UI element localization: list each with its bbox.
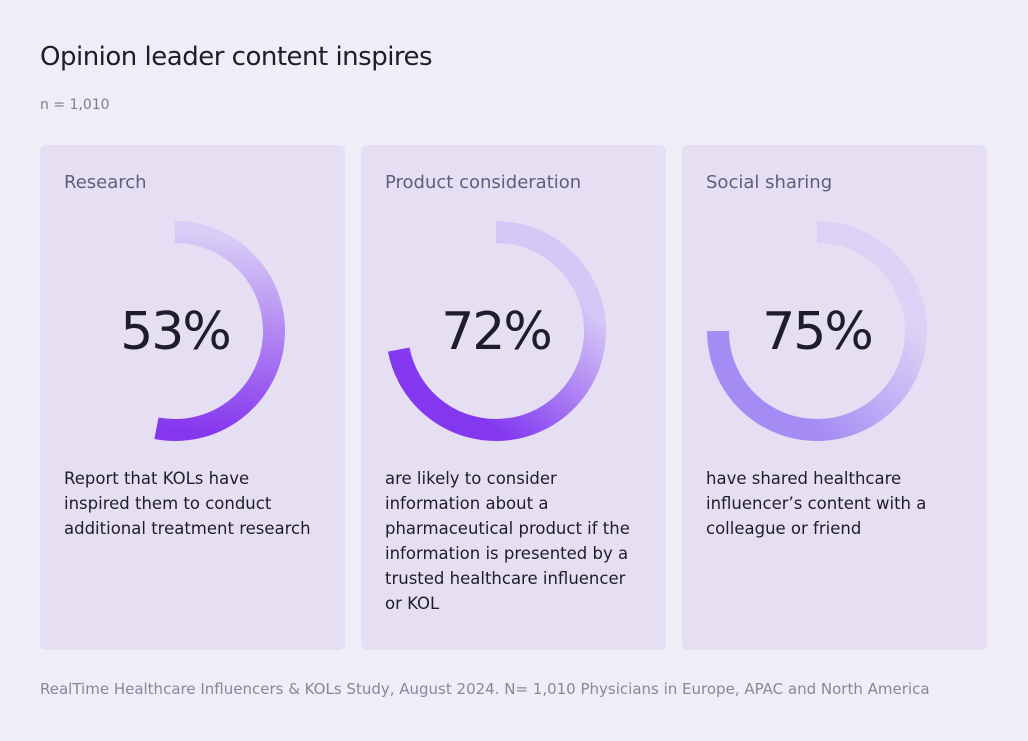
card: Product consideration 72% are likely to co…	[361, 145, 666, 650]
subtitle: n = 1,010	[40, 97, 110, 113]
card-title: Product consideration	[385, 172, 582, 193]
card-description: Report that KOLs have inspired them to c…	[64, 469, 311, 538]
ring-chart: 72%	[387, 221, 606, 441]
percent-label: 75%	[762, 302, 872, 362]
card: Social sharing 75% have shared healthcare …	[682, 145, 987, 650]
card: Research 53% Report that KOLs have inspire…	[40, 145, 345, 650]
card-title: Research	[64, 172, 147, 193]
percent-label: 53%	[120, 302, 230, 362]
card-title: Social sharing	[706, 172, 833, 193]
ring-chart: 75%	[707, 221, 927, 441]
ring-chart: 53%	[120, 221, 285, 441]
progress-arc	[154, 221, 285, 441]
progress-arc	[707, 221, 927, 441]
percent-label: 72%	[441, 302, 551, 362]
source-note: RealTime Healthcare Influencers & KOLs S…	[40, 680, 930, 698]
page-title: Opinion leader content inspires	[40, 42, 433, 72]
card-description: have shared healthcare influencer’s cont…	[706, 469, 927, 538]
progress-arc	[387, 221, 606, 441]
card-description: are likely to consider information about…	[385, 469, 630, 613]
